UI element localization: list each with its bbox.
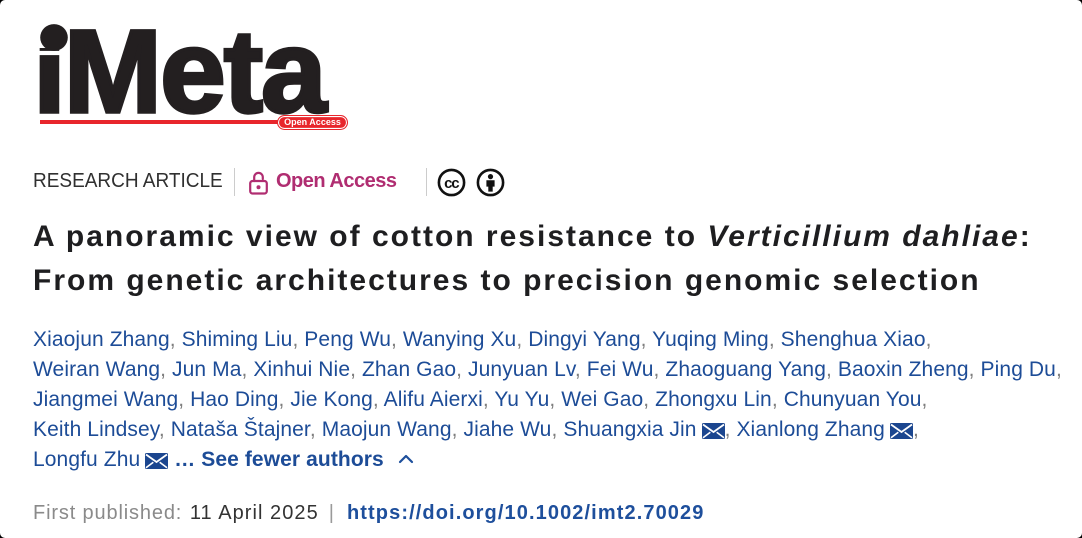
svg-text:cc: cc xyxy=(444,175,459,192)
svg-text:ıMeta: ıMeta xyxy=(39,14,328,138)
